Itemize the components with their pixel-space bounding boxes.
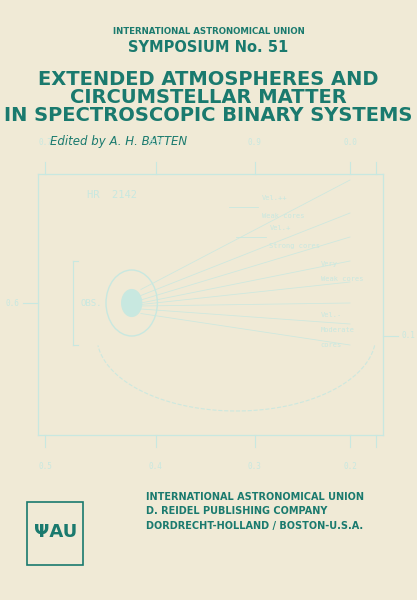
Text: Vel.+: Vel.+ [269,225,291,231]
Text: 0.9: 0.9 [248,138,261,147]
Text: DORDRECHT-HOLLAND / BOSTON-U.S.A.: DORDRECHT-HOLLAND / BOSTON-U.S.A. [146,521,363,530]
Text: cores: cores [321,342,342,348]
Text: Vel.-: Vel.- [321,312,342,318]
Ellipse shape [122,289,142,317]
Text: INTERNATIONAL ASTRONOMICAL UNION: INTERNATIONAL ASTRONOMICAL UNION [146,492,364,502]
Text: ΨAU: ΨAU [34,523,77,541]
Text: Vel.++: Vel.++ [262,195,287,201]
Text: HR  2142: HR 2142 [86,190,136,200]
Bar [27,502,83,565]
Text: D. REIDEL PUBLISHING COMPANY: D. REIDEL PUBLISHING COMPANY [146,506,327,516]
Text: Edited by A. H. BATTEN: Edited by A. H. BATTEN [50,134,187,148]
Text: 0.5: 0.5 [38,462,53,471]
Text: IN SPECTROSCOPIC BINARY SYSTEMS: IN SPECTROSCOPIC BINARY SYSTEMS [4,106,413,125]
Text: EXTENDED ATMOSPHERES AND: EXTENDED ATMOSPHERES AND [38,70,379,89]
Text: 0.8: 0.8 [148,138,163,147]
Text: OBS.: OBS. [80,298,102,307]
Text: Moderate: Moderate [321,327,355,333]
Text: INTERNATIONAL ASTRONOMICAL UNION: INTERNATIONAL ASTRONOMICAL UNION [113,28,304,36]
Text: Strong cores: Strong cores [269,243,320,249]
Text: 0.3: 0.3 [248,462,261,471]
Text: SYMPOSIUM No. 51: SYMPOSIUM No. 51 [128,40,289,55]
Text: 0.7: 0.7 [38,138,53,147]
Text: 0.4: 0.4 [148,462,163,471]
Text: Weak cores: Weak cores [262,213,304,219]
Text: 0.2: 0.2 [343,462,357,471]
Text: CIRCUMSTELLAR MATTER: CIRCUMSTELLAR MATTER [70,88,347,107]
Text: 0.1: 0.1 [402,331,415,340]
Text: Weak cores: Weak cores [321,276,363,282]
Text: 0.0: 0.0 [343,138,357,147]
Text: 0.6: 0.6 [6,298,20,307]
Text: Very: Very [321,261,338,267]
